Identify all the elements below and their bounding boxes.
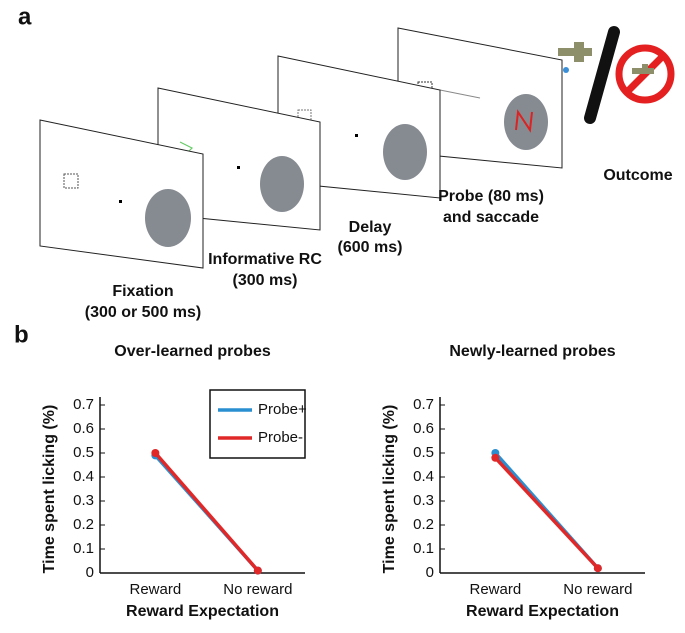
y-tick-label: 0.6 <box>413 420 434 437</box>
step-label: (300 ms) <box>233 272 298 289</box>
step-label: and saccade <box>443 209 539 226</box>
y-tick-label: 0.7 <box>413 396 434 413</box>
y-tick-label: 0 <box>426 564 434 581</box>
y-axis-label: Time spent licking (%) <box>41 405 58 574</box>
screen-fixation <box>39 119 204 269</box>
step-label: (300 or 500 ms) <box>85 304 202 321</box>
legend-label: Probe- <box>258 429 303 446</box>
y-axis-label: Time spent licking (%) <box>381 405 398 574</box>
point <box>253 566 262 575</box>
y-tick-label: 0.1 <box>413 540 434 557</box>
y-tick-label: 0.5 <box>73 444 94 461</box>
series-line <box>494 456 600 570</box>
legend-label: Probe+ <box>258 401 307 418</box>
step-label: Probe (80 ms) <box>438 188 544 205</box>
step-label: Delay <box>349 219 392 236</box>
point <box>491 453 500 462</box>
step-label: Fixation <box>112 283 173 300</box>
y-tick-label: 0.4 <box>413 468 434 485</box>
x-axis-label: Reward Expectation <box>126 603 279 620</box>
step-label: (600 ms) <box>338 239 403 256</box>
y-tick-label: 0.6 <box>73 420 94 437</box>
step-label: Informative RC <box>208 251 322 268</box>
outcome-icons <box>558 26 675 124</box>
x-tick-label: Reward <box>130 581 182 598</box>
panel-label: a <box>18 3 32 30</box>
y-tick-label: 0.3 <box>73 492 94 509</box>
y-tick-label: 0.5 <box>413 444 434 461</box>
y-tick-label: 0.3 <box>413 492 434 509</box>
panel-label: b <box>14 321 29 348</box>
point <box>593 564 602 573</box>
chart-title: Over-learned probes <box>114 343 271 360</box>
x-tick-label: No reward <box>223 581 292 598</box>
series-line <box>154 451 260 572</box>
x-tick-label: No reward <box>563 581 632 598</box>
point <box>151 449 160 457</box>
x-tick-label: Reward <box>470 581 522 598</box>
chart-title: Newly-learned probes <box>449 343 615 360</box>
step-label: Outcome <box>603 167 672 184</box>
y-tick-label: 0.7 <box>73 396 94 413</box>
y-tick-label: 0.1 <box>73 540 94 557</box>
y-tick-label: 0 <box>86 564 94 581</box>
x-axis-label: Reward Expectation <box>466 603 619 620</box>
y-tick-label: 0.2 <box>73 516 94 533</box>
legend-box <box>209 389 306 459</box>
y-tick-label: 0.2 <box>413 516 434 533</box>
y-tick-label: 0.4 <box>73 468 94 485</box>
